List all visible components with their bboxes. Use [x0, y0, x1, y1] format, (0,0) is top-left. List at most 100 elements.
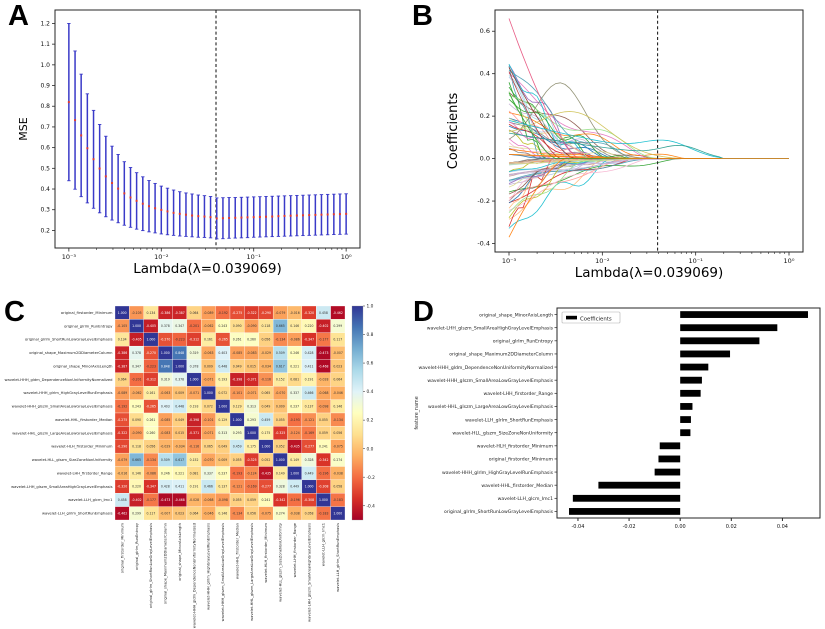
coefficient-path [508, 158, 789, 238]
bar-category-label: original_shape_Maximum2DDiameterColumn [449, 352, 553, 358]
heatmap-cell-value: 1.000 [262, 445, 271, 449]
heatmap-cell-value: -0.322 [247, 311, 257, 315]
bar-category-label: wavelet-HHL_glszm_LargeAreaLowGrayLevelE… [428, 404, 554, 410]
heatmap-cell-value: -0.193 [232, 471, 242, 475]
heatmap-row-label: original_glrlm_RunEntropy [64, 324, 113, 328]
colorbar-tick-label: 0.2 [367, 418, 374, 424]
heatmap-cell [330, 506, 346, 521]
heatmap-cell-value: -0.277 [304, 445, 314, 449]
heatmap-col-label: wavelet-HHH_glrlm_HighGrayLevelRunEmphas… [207, 523, 211, 610]
heatmap-cell-value: 1.000 [132, 324, 141, 328]
mean-point [98, 167, 101, 170]
coefficient-bar [659, 442, 681, 450]
bar-category-label: wavelet-HLH_firstorder_Minimum [477, 444, 554, 450]
heatmap-cell-value: -0.473 [160, 498, 170, 502]
heatmap-cell-value: 0.221 [175, 471, 184, 475]
mean-point [277, 215, 280, 218]
heatmap-cell-value: 0.449 [290, 485, 299, 489]
heatmap-cell-value: -0.347 [146, 485, 156, 489]
coefficient-bar [680, 311, 808, 318]
coefficient-bar [680, 337, 760, 345]
heatmap-cell-value: 0.137 [218, 485, 227, 489]
heatmap-cell-value: 0.081 [190, 471, 199, 475]
heatmap-row-label: wavelet-HHL_firstorder_Median [55, 418, 113, 422]
coefficient-path [508, 99, 789, 160]
heatmap-cell-value: 0.058 [333, 485, 342, 489]
heatmap-cell-value: 0.848 [161, 364, 170, 368]
heatmap-cell-value: 0.090 [132, 418, 141, 422]
mean-point [221, 217, 224, 220]
heatmap-cell-value: -0.028 [189, 498, 199, 502]
heatmap-cell-value: -0.134 [333, 418, 343, 422]
heatmap-cell-value: -0.079 [117, 458, 127, 462]
y-tick-label: 0.9 [40, 83, 50, 90]
heatmap-cell-value: -0.016 [117, 471, 127, 475]
heatmap-cell-value: 0.220 [132, 485, 141, 489]
mean-point [141, 202, 144, 205]
heatmap-cell-value: 0.337 [290, 391, 299, 395]
heatmap-cell-value: -0.124 [247, 471, 257, 475]
heatmap-cell-value: 1.000 [333, 511, 342, 515]
mean-point [184, 213, 187, 216]
heatmap-cell-value: -0.101 [203, 418, 213, 422]
heatmap-cell-value: 0.056 [247, 511, 256, 515]
heatmap-cell-value: -0.435 [261, 471, 271, 475]
heatmap-col-label: original_firstorder_Minimum [120, 523, 124, 574]
heatmap-cell-value: -0.046 [333, 391, 343, 395]
heatmap-cell-value: -0.462 [117, 511, 127, 515]
bar-category-label: wavelet-HLL_glszm_SizeZoneNonUniformity [452, 430, 553, 436]
heatmap-col-label: wavelet-LLH_glcm_Imc1 [322, 523, 326, 566]
mean-point [197, 215, 200, 218]
coefficient-bar [598, 481, 681, 489]
heatmap-cell-value: -0.083 [160, 431, 170, 435]
heatmap-cell-value: 1.000 [276, 458, 285, 462]
colorbar-tick-label: 1.0 [367, 304, 374, 310]
heatmap-cell-value: 0.146 [290, 324, 299, 328]
heatmap-col-label: wavelet-HHH_glszm_SmallAreaLowGrayLevelE… [221, 523, 225, 621]
heatmap-cell-value: 0.319 [190, 351, 199, 355]
coefficient-bar [680, 389, 701, 397]
panel-c-heatmap: 1.000 -0.105 0.134 -0.386 -0.387 0.064 -0.089 -… [5, 304, 376, 629]
heatmap-cell-value: -0.079 [275, 311, 285, 315]
heatmap-cell-value: 0.243 [218, 324, 227, 328]
heatmap-cell-value: 0.459 [233, 445, 242, 449]
coefficient-bar [654, 468, 681, 476]
mean-point [67, 101, 70, 104]
heatmap-cell-value: -0.124 [290, 431, 300, 435]
heatmap-cell-value: 0.237 [290, 404, 299, 408]
heatmap-cell-value: 0.328 [305, 458, 314, 462]
coefficient-path [508, 158, 789, 193]
heatmap-cell-value: -0.177 [318, 338, 328, 342]
heatmap-col-label: original_glrlm_RunEntropy [135, 522, 139, 570]
coefficient-path [508, 75, 789, 160]
heatmap-cell-value: -0.034 [175, 445, 185, 449]
heatmap-cell-value: 0.260 [247, 338, 256, 342]
mean-point [178, 212, 181, 215]
bar-category-label: wavelet-LHH_glszm_SmallAreaHighGrayLevel… [427, 325, 554, 331]
heatmap-cell-value: -0.075 [261, 511, 271, 515]
mean-point [147, 205, 150, 208]
y-tick-label: 1.0 [40, 62, 50, 69]
heatmap-cell-value: -0.290 [117, 445, 127, 449]
heatmap-cell-value: 0.347 [132, 364, 141, 368]
heatmap-cell-value: 0.299 [132, 511, 141, 515]
coefficient-bars [569, 311, 808, 515]
heatmap-cell-value: -0.371 [247, 378, 257, 382]
heatmap-cell-value: 0.466 [204, 485, 213, 489]
mean-point [160, 208, 163, 211]
heatmap-cell-value: 0.665 [132, 458, 141, 462]
heatmap-cell-value: 0.261 [233, 338, 242, 342]
heatmap-cell-value: 0.049 [175, 418, 184, 422]
heatmap-cell-value: 0.458 [319, 311, 328, 315]
axes-frame [54, 9, 361, 249]
heatmap-cell-value: -0.322 [117, 431, 127, 435]
heatmap-cell-value: 0.058 [305, 511, 314, 515]
heatmap-cell-value: 0.049 [218, 445, 227, 449]
heatmap-cell-value: 0.428 [161, 485, 170, 489]
heatmap-cell-value: 0.411 [305, 364, 314, 368]
heatmap-cell-value: 0.015 [247, 364, 256, 368]
heatmap-cell-value: 0.193 [218, 378, 227, 382]
heatmap-cell-value: 0.293 [247, 418, 256, 422]
mean-point [123, 192, 126, 195]
coefficient-bar [658, 455, 681, 463]
